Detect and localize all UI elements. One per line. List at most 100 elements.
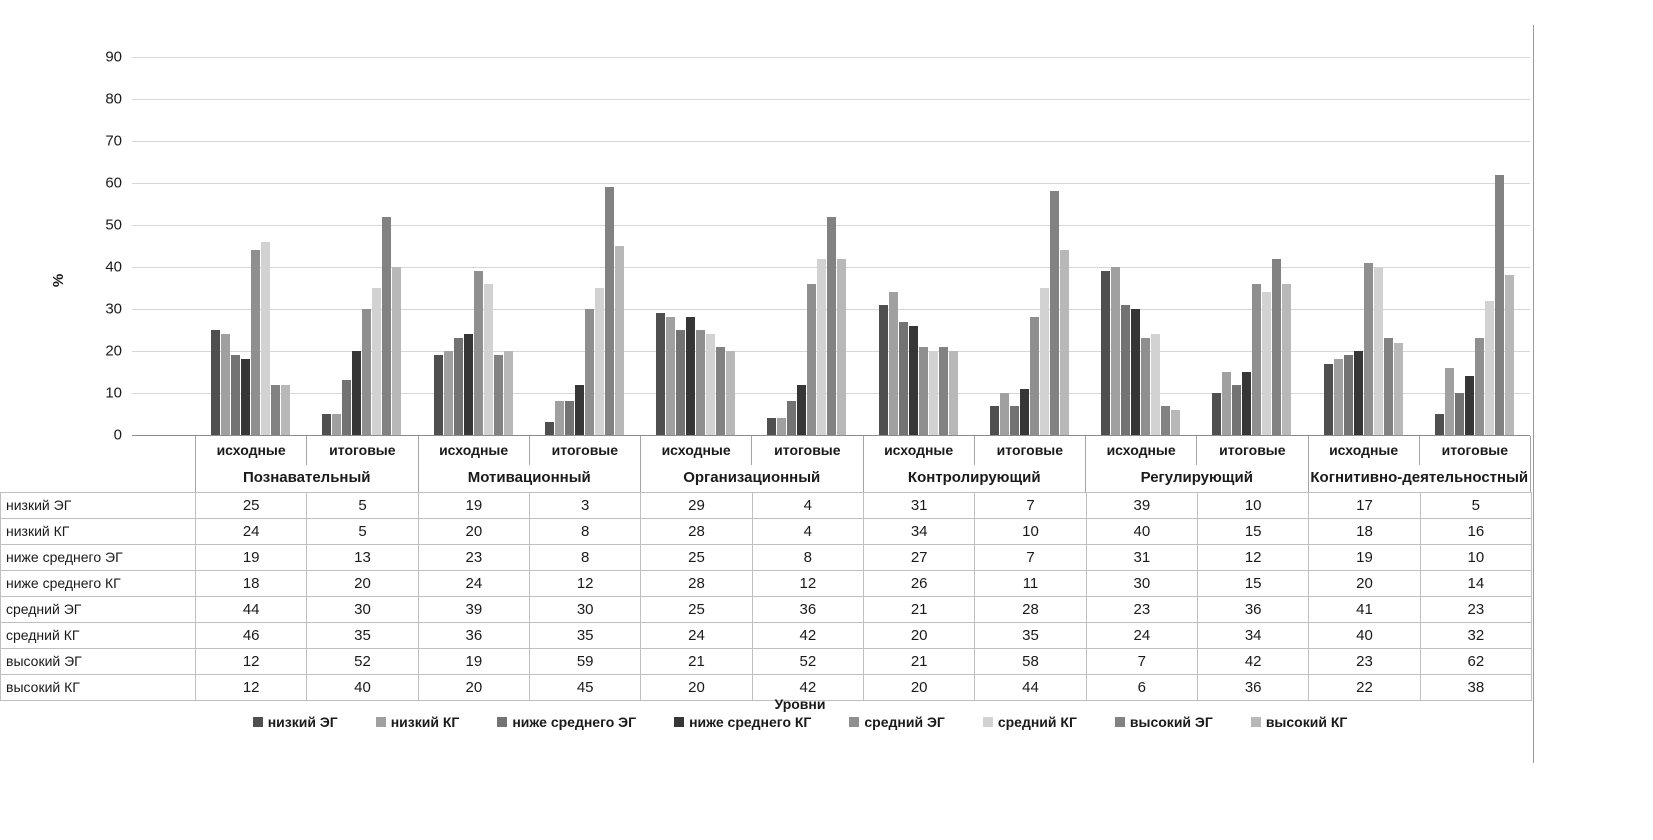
- bar: [261, 241, 271, 435]
- y-axis-tick-label: 70: [105, 132, 122, 150]
- table-cell: 23: [1420, 597, 1532, 623]
- bar: [503, 351, 513, 435]
- bar: [211, 330, 221, 435]
- legend-marker-icon: [1250, 717, 1261, 727]
- x-tick-label: исходные: [1309, 436, 1420, 465]
- bar: [676, 330, 686, 435]
- bar: [797, 384, 807, 435]
- bar: [807, 283, 817, 435]
- bar: [1121, 304, 1131, 435]
- bar: [706, 334, 716, 435]
- table-cell: 31: [1086, 545, 1198, 571]
- bar-group: [195, 57, 306, 435]
- bar: [1444, 367, 1454, 435]
- table-cell: 7: [975, 545, 1087, 571]
- bar-group: [751, 57, 862, 435]
- x-group-label: Мотивационный: [419, 465, 641, 492]
- table-cell: 38: [1420, 675, 1532, 701]
- table-cell: 31: [864, 493, 976, 519]
- bar: [888, 292, 898, 435]
- x-tick-label: итоговые: [1197, 436, 1309, 465]
- table-cell: 59: [530, 649, 642, 675]
- bar: [787, 401, 797, 435]
- bar: [767, 418, 777, 435]
- table-cell: 20: [418, 519, 530, 545]
- bar: [1454, 393, 1464, 435]
- x-tick-label: итоговые: [975, 436, 1086, 465]
- legend-item: низкий ЭГ: [252, 714, 338, 730]
- table-cell: 42: [1198, 649, 1310, 675]
- bar: [564, 401, 574, 435]
- table-row-header: высокий КГ: [1, 675, 196, 701]
- bar: [231, 355, 241, 435]
- bar: [554, 401, 564, 435]
- table-cell: 30: [1086, 571, 1198, 597]
- y-axis-tick-label: 40: [105, 258, 122, 276]
- bar: [1434, 414, 1444, 435]
- x-tick-label: итоговые: [752, 436, 864, 465]
- table-cell: 29: [641, 493, 753, 519]
- legend-label: средний КГ: [997, 714, 1077, 730]
- legend-label: средний ЭГ: [864, 714, 945, 730]
- bar: [1049, 191, 1059, 435]
- table-cell: 10: [1198, 493, 1310, 519]
- bar: [1059, 250, 1069, 435]
- legend-item: средний КГ: [982, 714, 1077, 730]
- table-cell: 20: [864, 675, 976, 701]
- bar: [989, 405, 999, 435]
- table-cell: 19: [196, 545, 308, 571]
- bar: [614, 246, 624, 435]
- legend-item: высокий ЭГ: [1114, 714, 1213, 730]
- bar: [352, 351, 362, 435]
- x-tick-label: итоговые: [530, 436, 641, 465]
- bar-group: [1085, 57, 1196, 435]
- table-cell: 34: [1198, 623, 1310, 649]
- table-cell: 34: [864, 519, 976, 545]
- bar: [1262, 292, 1272, 435]
- table-cell: 35: [530, 623, 642, 649]
- table-cell: 18: [196, 571, 308, 597]
- bar-group: [418, 57, 529, 435]
- bar: [878, 304, 888, 435]
- bar: [1373, 267, 1383, 435]
- table-cell: 32: [1420, 623, 1532, 649]
- y-axis-tick-label: 30: [105, 300, 122, 318]
- table-cell: 30: [307, 597, 419, 623]
- table-cell: 36: [1198, 597, 1310, 623]
- x-tick-label: исходные: [864, 436, 975, 465]
- table-cell: 13: [307, 545, 419, 571]
- table-cell: 24: [1086, 623, 1198, 649]
- bar: [271, 384, 281, 435]
- y-axis-tick-label: 10: [105, 384, 122, 402]
- table-cell: 24: [418, 571, 530, 597]
- table-cell: 3: [530, 493, 642, 519]
- table-cell: 20: [1309, 571, 1421, 597]
- legend-marker-icon: [497, 717, 508, 727]
- x-tick-label: исходные: [196, 436, 308, 465]
- x-tick-label: исходные: [1086, 436, 1198, 465]
- y-axis-tick-label: 80: [105, 90, 122, 108]
- bar: [777, 418, 787, 435]
- table-cell: 20: [864, 623, 976, 649]
- table-cell: 10: [1420, 545, 1532, 571]
- table-row-header: средний КГ: [1, 623, 196, 649]
- bar: [1101, 271, 1111, 435]
- bar-group: [863, 57, 974, 435]
- bar: [322, 414, 332, 435]
- y-axis-tick-label: 50: [105, 216, 122, 234]
- table-cell: 16: [1420, 519, 1532, 545]
- legend-marker-icon: [1114, 717, 1125, 727]
- table-cell: 20: [307, 571, 419, 597]
- bar: [281, 384, 291, 435]
- x-tick-label: итоговые: [1420, 436, 1531, 465]
- table-cell: 20: [641, 675, 753, 701]
- bar-group: [974, 57, 1085, 435]
- table-cell: 21: [641, 649, 753, 675]
- y-axis-tick-labels: 0 10 20 30 40 50 60 70 80 90: [60, 49, 122, 444]
- table-cell: 23: [418, 545, 530, 571]
- legend-label: низкий КГ: [390, 714, 460, 730]
- table-cell: 22: [1309, 675, 1421, 701]
- bar: [1282, 283, 1292, 435]
- table-cell: 28: [641, 571, 753, 597]
